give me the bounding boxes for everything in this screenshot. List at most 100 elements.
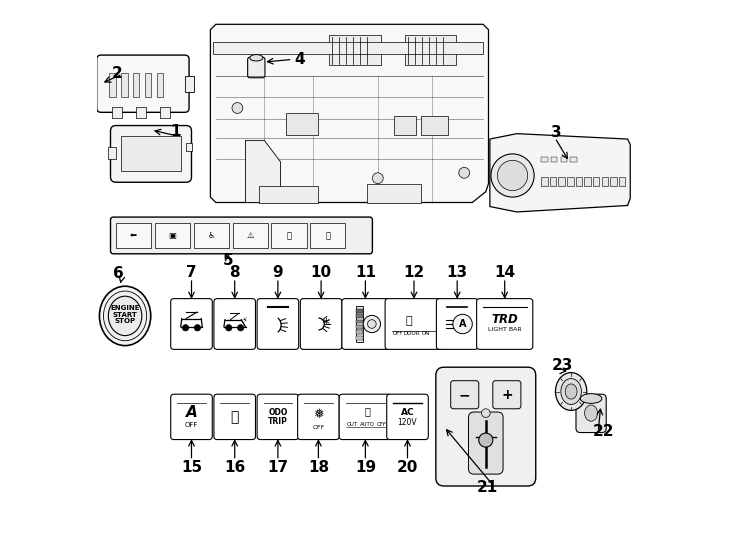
Text: AC: AC xyxy=(401,408,414,417)
Text: 15: 15 xyxy=(181,460,202,475)
Bar xyxy=(133,73,139,97)
FancyBboxPatch shape xyxy=(437,299,478,349)
FancyBboxPatch shape xyxy=(387,394,429,440)
Ellipse shape xyxy=(581,394,602,403)
Text: 🚗: 🚗 xyxy=(326,231,330,240)
Text: 22: 22 xyxy=(593,424,614,440)
Bar xyxy=(570,157,577,162)
Text: +: + xyxy=(501,388,512,402)
Circle shape xyxy=(491,154,534,197)
Text: ENGINE: ENGINE xyxy=(110,305,140,312)
FancyBboxPatch shape xyxy=(171,394,212,440)
Text: 9: 9 xyxy=(272,265,283,280)
Text: 18: 18 xyxy=(308,460,329,475)
Bar xyxy=(356,336,363,340)
Circle shape xyxy=(368,320,377,328)
Circle shape xyxy=(498,160,528,191)
Text: 120V: 120V xyxy=(398,418,418,427)
Bar xyxy=(602,177,608,186)
Bar xyxy=(108,147,117,159)
Circle shape xyxy=(482,409,490,417)
Bar xyxy=(559,177,565,186)
Bar xyxy=(272,223,307,248)
Text: ⚡: ⚡ xyxy=(241,315,247,324)
Text: 19: 19 xyxy=(355,460,376,475)
FancyBboxPatch shape xyxy=(257,394,299,440)
Ellipse shape xyxy=(565,384,577,399)
Circle shape xyxy=(237,325,244,331)
Bar xyxy=(421,116,448,135)
Circle shape xyxy=(195,325,200,331)
FancyBboxPatch shape xyxy=(297,394,339,440)
Text: 16: 16 xyxy=(224,460,245,475)
Bar xyxy=(551,157,557,162)
Text: 4: 4 xyxy=(294,52,305,67)
FancyBboxPatch shape xyxy=(300,299,342,349)
FancyBboxPatch shape xyxy=(476,299,533,349)
Bar xyxy=(619,177,625,186)
Text: 🔧: 🔧 xyxy=(287,231,291,240)
Bar xyxy=(404,35,456,65)
Text: AUTO: AUTO xyxy=(360,422,374,428)
FancyBboxPatch shape xyxy=(436,367,536,486)
Bar xyxy=(367,184,421,202)
Bar xyxy=(233,223,268,248)
Bar xyxy=(356,309,363,313)
Circle shape xyxy=(372,173,383,184)
Bar xyxy=(109,73,116,97)
Bar xyxy=(310,223,346,248)
Ellipse shape xyxy=(556,373,586,410)
Bar xyxy=(541,157,548,162)
Text: 3: 3 xyxy=(550,125,562,140)
FancyBboxPatch shape xyxy=(111,217,372,254)
Text: STOP: STOP xyxy=(115,318,136,325)
Text: 14: 14 xyxy=(494,265,515,280)
Bar xyxy=(610,177,617,186)
Bar xyxy=(286,113,319,135)
Bar xyxy=(116,223,151,248)
Text: OUT: OUT xyxy=(346,422,357,428)
Bar xyxy=(356,306,363,342)
Bar xyxy=(541,177,548,186)
Text: 🚗: 🚗 xyxy=(405,316,412,326)
Bar xyxy=(186,143,192,151)
Polygon shape xyxy=(245,140,280,202)
Text: OFF: OFF xyxy=(377,422,387,428)
FancyBboxPatch shape xyxy=(247,57,265,78)
Text: 8: 8 xyxy=(230,265,240,280)
FancyBboxPatch shape xyxy=(493,381,521,409)
Text: OFF: OFF xyxy=(185,422,198,428)
Bar xyxy=(121,136,181,172)
Polygon shape xyxy=(490,133,631,212)
Text: LIGHT BAR: LIGHT BAR xyxy=(488,327,522,332)
Polygon shape xyxy=(211,24,489,203)
Text: OFF: OFF xyxy=(312,425,324,430)
Bar xyxy=(112,107,122,118)
Circle shape xyxy=(232,103,243,113)
Ellipse shape xyxy=(109,296,142,335)
Bar xyxy=(356,320,363,323)
Bar xyxy=(259,186,319,202)
Text: 13: 13 xyxy=(446,265,468,280)
Bar xyxy=(121,73,128,97)
Text: ♿: ♿ xyxy=(208,231,215,240)
Text: 12: 12 xyxy=(404,265,424,280)
Bar xyxy=(330,35,380,65)
Text: START: START xyxy=(112,312,137,318)
Text: DOOR: DOOR xyxy=(403,331,420,336)
Ellipse shape xyxy=(561,379,581,404)
Text: 11: 11 xyxy=(355,265,376,280)
Text: ⚠: ⚠ xyxy=(247,231,254,240)
Text: A: A xyxy=(459,319,466,329)
Text: ⬅: ⬅ xyxy=(130,231,137,240)
FancyBboxPatch shape xyxy=(171,299,212,349)
Text: A: A xyxy=(186,405,197,420)
Bar xyxy=(185,76,195,92)
Circle shape xyxy=(225,325,232,331)
Bar xyxy=(394,116,415,135)
FancyBboxPatch shape xyxy=(214,394,255,440)
Circle shape xyxy=(459,167,470,178)
Text: ODO: ODO xyxy=(268,408,288,417)
Text: *: * xyxy=(323,317,330,331)
Text: 10: 10 xyxy=(310,265,332,280)
